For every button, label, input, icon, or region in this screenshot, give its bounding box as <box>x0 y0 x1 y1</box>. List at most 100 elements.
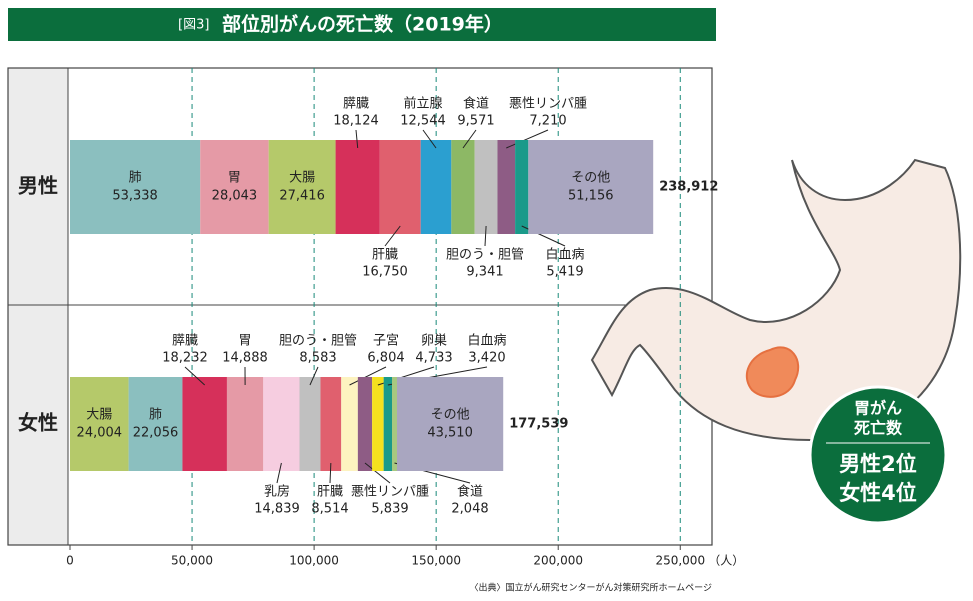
row-label: 女性 <box>18 411 58 435</box>
bar-segment <box>341 377 358 471</box>
value-label: 51,156 <box>568 189 614 204</box>
segment-name: 食道 <box>457 484 483 500</box>
callout-line <box>349 366 387 386</box>
bar-segment <box>528 140 654 234</box>
segment-name: 胃 <box>238 334 251 349</box>
value-label: 5,419 <box>546 265 583 280</box>
segment-name: 悪性リンパ腫 <box>351 484 429 500</box>
value-label: 9,341 <box>466 265 503 280</box>
title-prefix: [図3] <box>178 18 209 33</box>
title-banner <box>8 8 716 41</box>
total-label: 238,912 <box>659 180 718 195</box>
bar-segment <box>299 377 321 471</box>
tumor-illustration <box>745 346 800 398</box>
value-label: 18,124 <box>333 114 379 129</box>
value-label: 12,544 <box>400 114 446 129</box>
value-label: 22,056 <box>133 426 179 441</box>
value-label: 27,416 <box>279 189 325 204</box>
callout-line <box>462 129 477 149</box>
x-tick-label: 50,000 <box>171 554 213 568</box>
segment-name: 卵巣 <box>421 334 447 349</box>
bar-segment <box>515 140 529 234</box>
bar-segment <box>226 377 264 471</box>
value-label: 9,571 <box>457 114 494 129</box>
value-label: 53,338 <box>112 189 158 204</box>
segment-name: 胆のう・胆管 <box>279 334 357 349</box>
value-label: 16,750 <box>362 265 408 280</box>
bar-segment <box>263 377 300 471</box>
bar-segment <box>335 140 380 234</box>
bar-segment <box>451 140 475 234</box>
segment-name: 肝臓 <box>372 248 398 263</box>
x-tick-label: 250,000 <box>655 554 705 568</box>
bar-segment <box>497 140 516 234</box>
value-label: 5,839 <box>371 502 408 517</box>
segment-name: 乳房 <box>264 484 290 500</box>
bar-segment <box>268 140 336 234</box>
bar-segment <box>128 377 183 471</box>
bar-segment <box>379 140 421 234</box>
badge-text: 死亡数 <box>854 419 903 438</box>
x-unit: （人） <box>708 554 744 568</box>
x-tick-label: 100,000 <box>289 554 339 568</box>
segment-name: その他 <box>571 171 610 186</box>
value-label: 24,004 <box>77 426 123 441</box>
segment-name: 膵臓 <box>343 97 369 112</box>
callout-line <box>422 129 437 149</box>
bar-segment <box>383 377 393 471</box>
value-label: 14,839 <box>254 502 300 517</box>
value-label: 7,210 <box>529 114 566 129</box>
segment-name: 大腸 <box>86 408 112 423</box>
segment-name: 悪性リンパ腫 <box>509 96 587 112</box>
x-tick-label: 0 <box>66 554 74 568</box>
segment-name: 膵臓 <box>172 334 198 349</box>
bar-segment <box>420 140 452 234</box>
segment-name: 肺 <box>149 408 162 423</box>
callout-line <box>309 366 319 386</box>
row-label-panel <box>8 68 68 545</box>
bar-segment <box>372 377 384 471</box>
badge <box>808 385 948 525</box>
x-tick-label: 150,000 <box>411 554 461 568</box>
badge-text: 男性2位 <box>839 452 917 476</box>
callout-line <box>355 129 359 149</box>
callout-line <box>364 462 391 484</box>
callout-line <box>384 225 401 247</box>
bar-segment <box>182 377 227 471</box>
callout-line <box>329 462 332 484</box>
value-label: 2,048 <box>451 502 488 517</box>
bar-segment <box>392 377 398 471</box>
stomach-illustration <box>590 158 962 442</box>
source-note: 〈出典〉国立がん研究センターがん対策研究所ホームページ <box>469 582 712 594</box>
value-label: 28,043 <box>212 189 258 204</box>
value-label: 18,232 <box>162 351 208 366</box>
badge-text: 女性4位 <box>839 481 917 505</box>
value-label: 43,510 <box>427 426 473 441</box>
segment-name: 胆のう・胆管 <box>446 248 524 263</box>
segment-name: 肝臓 <box>317 485 343 500</box>
total-label: 177,539 <box>509 417 568 432</box>
callout-line <box>276 462 282 484</box>
value-label: 14,888 <box>222 351 268 366</box>
segment-name: 食道 <box>463 96 489 112</box>
callout-line <box>506 129 549 149</box>
value-label: 3,420 <box>468 351 505 366</box>
segment-name: 肺 <box>129 171 142 186</box>
segment-name: 前立腺 <box>403 96 442 112</box>
x-tick-label: 200,000 <box>533 554 583 568</box>
row-label: 男性 <box>18 174 58 198</box>
bar-segment <box>70 140 201 234</box>
value-label: 8,514 <box>311 502 348 517</box>
bar-segment <box>70 377 129 471</box>
segment-name: 白血病 <box>467 333 506 349</box>
segment-name: 白血病 <box>545 247 584 263</box>
segment-name: 大腸 <box>289 171 315 186</box>
bar-segment <box>320 377 342 471</box>
bar-segment <box>397 377 504 471</box>
segment-name: その他 <box>431 408 470 423</box>
bar-segment <box>357 377 373 471</box>
chart-title: 部位別がんの死亡数（2019年） <box>222 13 503 36</box>
value-label: 8,583 <box>299 351 336 366</box>
